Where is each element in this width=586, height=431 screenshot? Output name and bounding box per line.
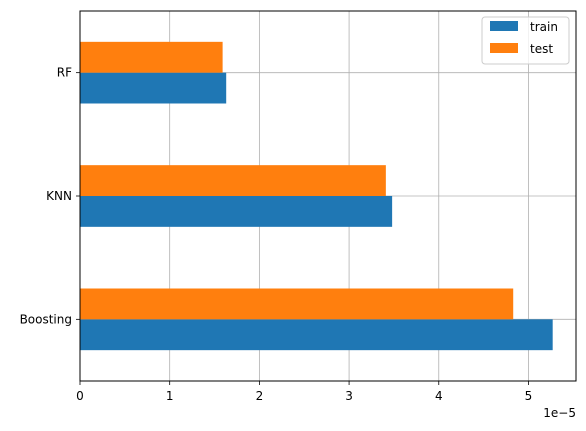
x-tick-label: 0 (76, 389, 84, 403)
x-tick-label: 5 (525, 389, 533, 403)
y-axis: Boosting KNN RF (20, 66, 80, 326)
bar-test-knn (80, 165, 386, 196)
legend-label-test: test (530, 42, 553, 56)
y-tick-label: Boosting (20, 312, 72, 326)
legend-swatch-train (490, 21, 518, 31)
bars (80, 41, 553, 351)
x-tick-label: 2 (256, 389, 264, 403)
bar-test-rf (80, 41, 223, 73)
bar-train-rf (80, 72, 227, 104)
x-tick-label: 3 (345, 389, 353, 403)
legend-swatch-test (490, 43, 518, 53)
bar-train-boosting (80, 319, 553, 351)
legend: train test (481, 16, 570, 65)
bar-train-knn (80, 196, 393, 227)
legend-label-train: train (530, 20, 558, 34)
bar-test-boosting (80, 288, 514, 320)
x-tick-label: 4 (435, 389, 443, 403)
y-tick-label: KNN (46, 189, 72, 203)
x-tick-label: 1 (166, 389, 174, 403)
y-tick-label: RF (57, 66, 72, 80)
x-axis: 0 1 2 3 4 5 (76, 381, 532, 403)
x-offset-text: 1e−5 (543, 406, 576, 420)
